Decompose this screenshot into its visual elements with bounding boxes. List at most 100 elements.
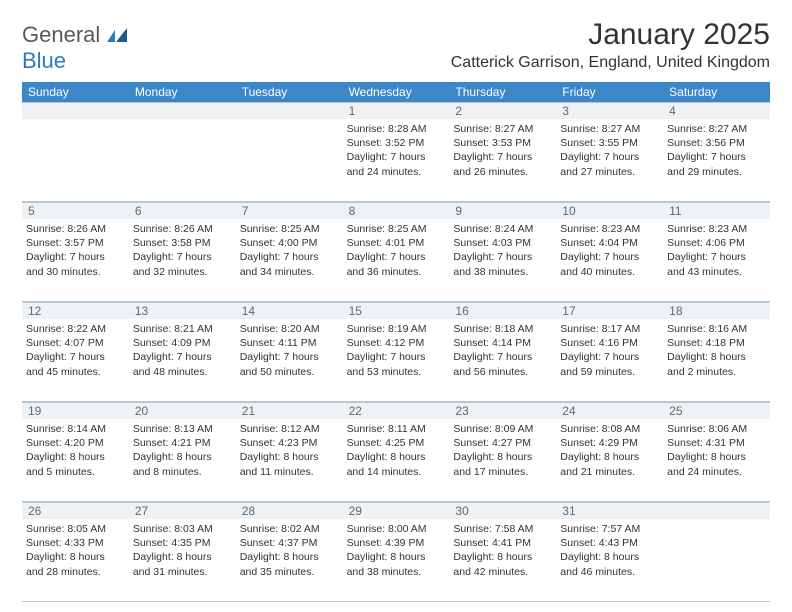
- day-cell: Sunrise: 8:19 AMSunset: 4:12 PMDaylight:…: [343, 319, 450, 401]
- logo-text-general: General: [22, 22, 100, 47]
- week-row: Sunrise: 8:05 AMSunset: 4:33 PMDaylight:…: [22, 519, 770, 602]
- day-number: 5: [22, 203, 129, 219]
- day-cell: Sunrise: 8:20 AMSunset: 4:11 PMDaylight:…: [236, 319, 343, 401]
- daylight-text: and 46 minutes.: [560, 565, 659, 579]
- location-text: Catterick Garrison, England, United King…: [451, 54, 770, 72]
- sunset-text: Sunset: 4:43 PM: [560, 536, 659, 550]
- day-cell: Sunrise: 7:57 AMSunset: 4:43 PMDaylight:…: [556, 519, 663, 601]
- sunset-text: Sunset: 4:35 PM: [133, 536, 232, 550]
- daylight-text: and 35 minutes.: [240, 565, 339, 579]
- calendar-table: Sunday Monday Tuesday Wednesday Thursday…: [22, 82, 770, 602]
- daylight-text: Daylight: 8 hours: [347, 550, 446, 564]
- daylight-text: and 36 minutes.: [347, 265, 446, 279]
- daylight-text: and 34 minutes.: [240, 265, 339, 279]
- week-row: Sunrise: 8:14 AMSunset: 4:20 PMDaylight:…: [22, 419, 770, 502]
- sunrise-text: Sunrise: 8:22 AM: [26, 322, 125, 336]
- day-number: 4: [663, 103, 770, 119]
- sunset-text: Sunset: 4:27 PM: [453, 436, 552, 450]
- sunrise-text: Sunrise: 8:17 AM: [560, 322, 659, 336]
- weekday-header: Sunday: [22, 82, 129, 102]
- day-cell: Sunrise: 8:06 AMSunset: 4:31 PMDaylight:…: [663, 419, 770, 501]
- day-cell: [663, 519, 770, 601]
- calendar-page: General Blue January 2025 Catterick Garr…: [0, 0, 792, 602]
- day-number: 16: [449, 303, 556, 319]
- sunrise-text: Sunrise: 8:06 AM: [667, 422, 766, 436]
- sunset-text: Sunset: 4:03 PM: [453, 236, 552, 250]
- sunset-text: Sunset: 4:33 PM: [26, 536, 125, 550]
- daynum-row: 19202122232425: [22, 402, 770, 419]
- day-cell: Sunrise: 8:23 AMSunset: 4:06 PMDaylight:…: [663, 219, 770, 301]
- daylight-text: and 38 minutes.: [347, 565, 446, 579]
- daylight-text: Daylight: 7 hours: [453, 350, 552, 364]
- day-number: 11: [663, 203, 770, 219]
- day-number: 14: [236, 303, 343, 319]
- sunrise-text: Sunrise: 8:09 AM: [453, 422, 552, 436]
- day-cell: Sunrise: 8:25 AMSunset: 4:01 PMDaylight:…: [343, 219, 450, 301]
- sunrise-text: Sunrise: 8:02 AM: [240, 522, 339, 536]
- sunrise-text: Sunrise: 8:25 AM: [240, 222, 339, 236]
- day-number: 9: [449, 203, 556, 219]
- daylight-text: and 14 minutes.: [347, 465, 446, 479]
- day-number: 10: [556, 203, 663, 219]
- daylight-text: and 17 minutes.: [453, 465, 552, 479]
- daylight-text: and 45 minutes.: [26, 365, 125, 379]
- logo: General Blue: [22, 22, 129, 74]
- daylight-text: and 31 minutes.: [133, 565, 232, 579]
- daylight-text: and 50 minutes.: [240, 365, 339, 379]
- daylight-text: and 40 minutes.: [560, 265, 659, 279]
- day-number: 8: [343, 203, 450, 219]
- day-number: 21: [236, 403, 343, 419]
- sunset-text: Sunset: 4:12 PM: [347, 336, 446, 350]
- sunset-text: Sunset: 4:25 PM: [347, 436, 446, 450]
- daylight-text: and 59 minutes.: [560, 365, 659, 379]
- weekday-header-row: Sunday Monday Tuesday Wednesday Thursday…: [22, 82, 770, 102]
- daynum-row: 1 2 3 4: [22, 102, 770, 119]
- day-number: 19: [22, 403, 129, 419]
- daylight-text: Daylight: 7 hours: [667, 250, 766, 264]
- sunrise-text: Sunrise: 8:27 AM: [667, 122, 766, 136]
- day-cell: [236, 119, 343, 201]
- day-number: [663, 503, 770, 519]
- sunset-text: Sunset: 4:14 PM: [453, 336, 552, 350]
- day-cell: Sunrise: 8:13 AMSunset: 4:21 PMDaylight:…: [129, 419, 236, 501]
- sunset-text: Sunset: 3:57 PM: [26, 236, 125, 250]
- sunrise-text: Sunrise: 8:16 AM: [667, 322, 766, 336]
- sunrise-text: Sunrise: 8:27 AM: [453, 122, 552, 136]
- daylight-text: and 8 minutes.: [133, 465, 232, 479]
- day-cell: Sunrise: 8:12 AMSunset: 4:23 PMDaylight:…: [236, 419, 343, 501]
- day-number: 12: [22, 303, 129, 319]
- sunset-text: Sunset: 4:01 PM: [347, 236, 446, 250]
- sunset-text: Sunset: 4:16 PM: [560, 336, 659, 350]
- sunset-text: Sunset: 4:04 PM: [560, 236, 659, 250]
- weekday-header: Wednesday: [343, 82, 450, 102]
- sunrise-text: Sunrise: 8:11 AM: [347, 422, 446, 436]
- daylight-text: Daylight: 8 hours: [453, 550, 552, 564]
- weekday-header: Tuesday: [236, 82, 343, 102]
- sunrise-text: Sunrise: 8:28 AM: [347, 122, 446, 136]
- daynum-row: 567891011: [22, 202, 770, 219]
- sunrise-text: Sunrise: 8:27 AM: [560, 122, 659, 136]
- sunrise-text: Sunrise: 8:13 AM: [133, 422, 232, 436]
- day-cell: Sunrise: 8:03 AMSunset: 4:35 PMDaylight:…: [129, 519, 236, 601]
- day-cell: Sunrise: 8:21 AMSunset: 4:09 PMDaylight:…: [129, 319, 236, 401]
- sunset-text: Sunset: 3:53 PM: [453, 136, 552, 150]
- daylight-text: and 56 minutes.: [453, 365, 552, 379]
- day-cell: Sunrise: 8:09 AMSunset: 4:27 PMDaylight:…: [449, 419, 556, 501]
- daylight-text: Daylight: 8 hours: [240, 550, 339, 564]
- daylight-text: Daylight: 7 hours: [667, 150, 766, 164]
- day-cell: Sunrise: 8:05 AMSunset: 4:33 PMDaylight:…: [22, 519, 129, 601]
- title-block: January 2025 Catterick Garrison, England…: [451, 18, 770, 72]
- sunset-text: Sunset: 3:52 PM: [347, 136, 446, 150]
- daylight-text: Daylight: 7 hours: [453, 150, 552, 164]
- day-cell: Sunrise: 8:25 AMSunset: 4:00 PMDaylight:…: [236, 219, 343, 301]
- daylight-text: and 28 minutes.: [26, 565, 125, 579]
- day-number: 25: [663, 403, 770, 419]
- day-number: 15: [343, 303, 450, 319]
- sunset-text: Sunset: 4:37 PM: [240, 536, 339, 550]
- daylight-text: and 27 minutes.: [560, 165, 659, 179]
- sunrise-text: Sunrise: 8:00 AM: [347, 522, 446, 536]
- sunrise-text: Sunrise: 8:26 AM: [26, 222, 125, 236]
- sunset-text: Sunset: 4:07 PM: [26, 336, 125, 350]
- daylight-text: and 2 minutes.: [667, 365, 766, 379]
- day-cell: Sunrise: 8:23 AMSunset: 4:04 PMDaylight:…: [556, 219, 663, 301]
